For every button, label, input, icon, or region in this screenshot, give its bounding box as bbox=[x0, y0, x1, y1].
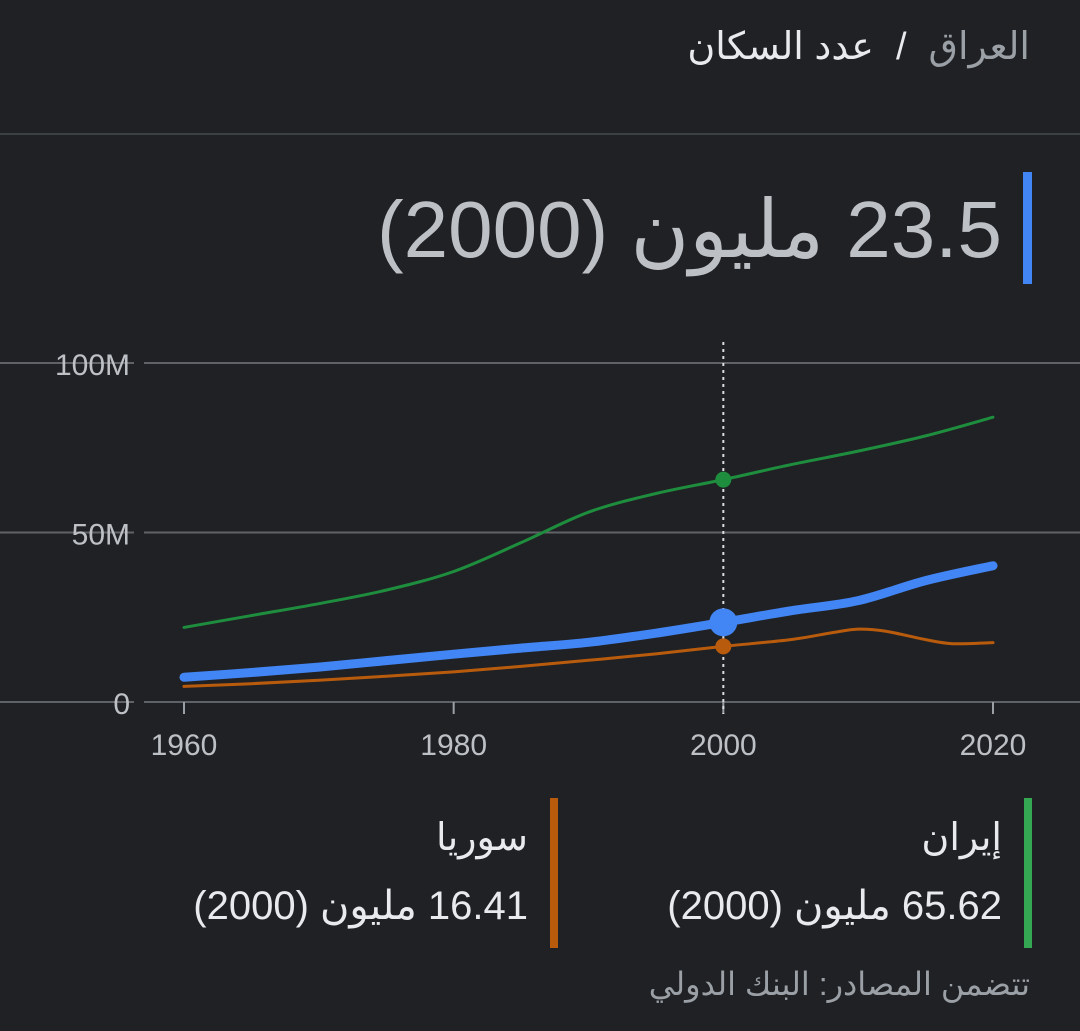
y-tick-gap bbox=[134, 518, 144, 547]
selection-point-syria bbox=[715, 638, 732, 655]
y-tick-gap bbox=[134, 688, 144, 716]
series-line-syria bbox=[182, 627, 995, 688]
legend-iran[interactable]: إيران 65.62 مليون (2000) bbox=[652, 798, 1032, 948]
highlight-color-bar bbox=[1023, 172, 1032, 284]
series-line-iran bbox=[182, 415, 995, 629]
legend-iran-value: 65.62 مليون (2000) bbox=[667, 884, 1002, 928]
x-tick-label: 1960 bbox=[151, 729, 218, 762]
y-tick-label: 50M bbox=[72, 519, 130, 552]
highlight-value: 23.5 مليون (2000) bbox=[377, 185, 1002, 274]
source-note: تتضمن المصادر: البنك الدولي bbox=[648, 966, 1030, 1002]
legend-syria-name: سوريا bbox=[436, 817, 528, 859]
y-tick-gap bbox=[134, 349, 144, 377]
selection-point-iraq bbox=[709, 608, 738, 637]
legend-syria[interactable]: سوريا 16.41 مليون (2000) bbox=[158, 798, 558, 948]
legend-iran-color-bar bbox=[1024, 798, 1032, 948]
x-tick-label: 2020 bbox=[960, 729, 1027, 762]
header-divider bbox=[0, 133, 1080, 135]
x-tick-label: 2000 bbox=[690, 729, 757, 762]
legend-iran-name: إيران bbox=[921, 817, 1002, 859]
selection-point-iran bbox=[715, 471, 732, 488]
y-tick-label: 0 bbox=[113, 688, 130, 721]
breadcrumb-separator: / bbox=[895, 26, 907, 68]
breadcrumb-country[interactable]: العراق bbox=[928, 26, 1030, 68]
breadcrumb-metric: عدد السكان bbox=[687, 26, 874, 68]
series-line-iraq bbox=[179, 561, 998, 682]
x-tick-label: 1980 bbox=[420, 729, 487, 762]
legend-syria-color-bar bbox=[550, 798, 558, 948]
y-tick-label: 100M bbox=[55, 349, 130, 382]
population-chart[interactable]: 0 50M 100M 1960 1980 2000 2020 bbox=[0, 330, 1080, 770]
legend-syria-value: 16.41 مليون (2000) bbox=[193, 884, 528, 928]
breadcrumb: العراق / عدد السكان bbox=[687, 22, 1030, 72]
